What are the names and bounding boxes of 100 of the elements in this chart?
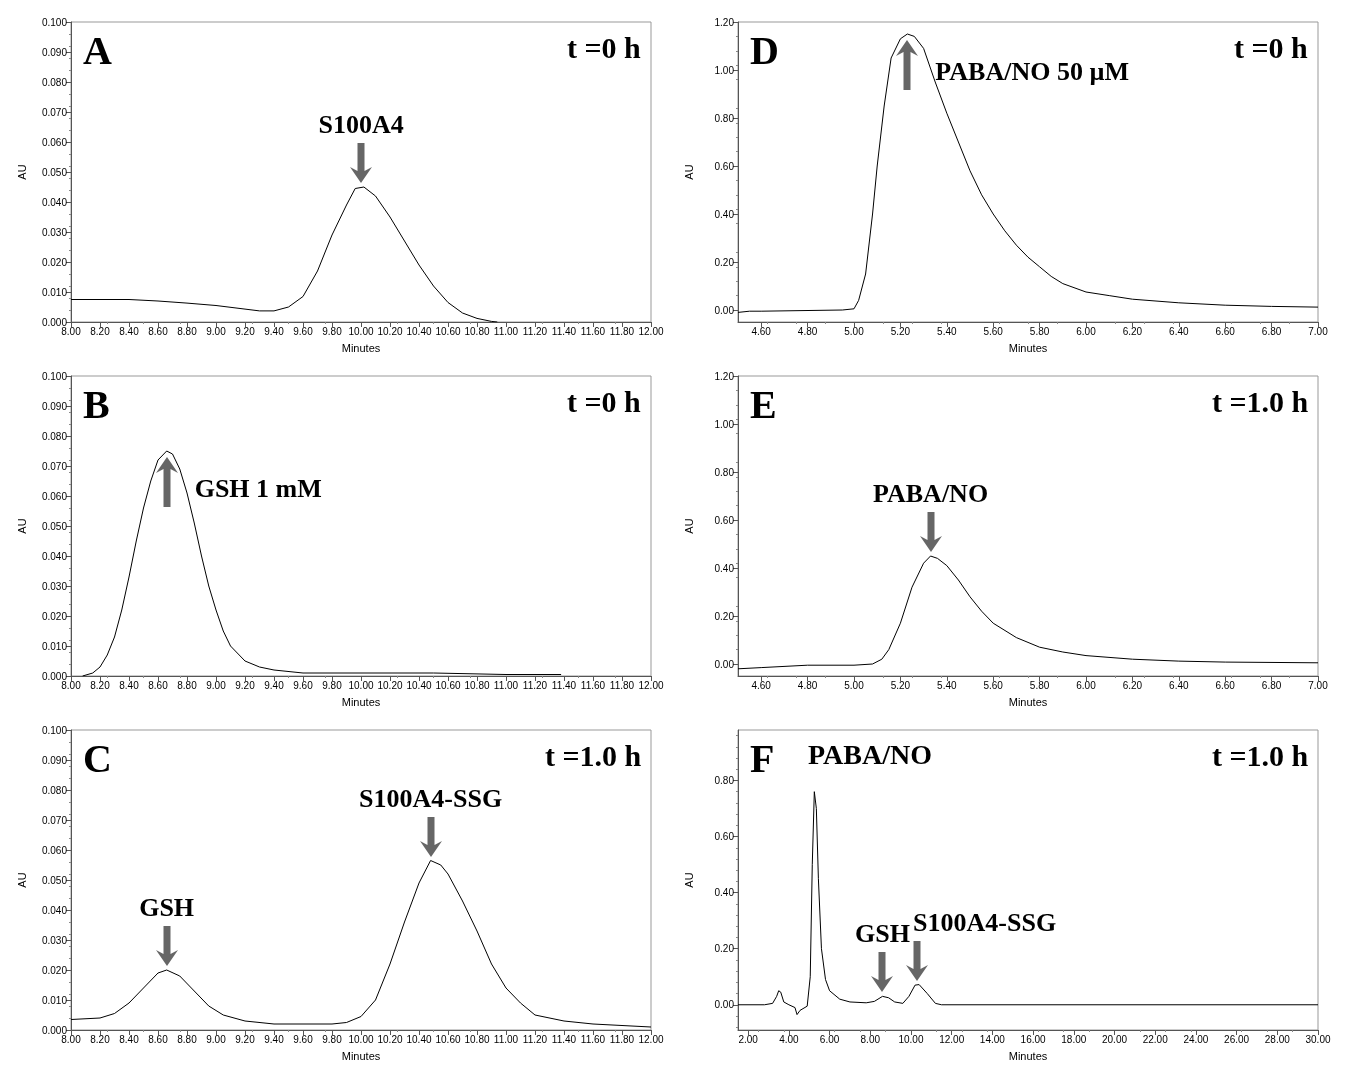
y-tick-label: 0.060 [41, 844, 68, 856]
y-tick-label: 0.000 [41, 316, 68, 328]
y-tick-label: 0.040 [41, 904, 68, 916]
y-tick-label: 0.20 [714, 943, 735, 955]
x-tick-label: 8.80 [177, 679, 198, 691]
x-tick-label: 11.00 [493, 679, 519, 691]
y-tick-label: 0.060 [41, 490, 68, 502]
x-tick-label: 9.40 [264, 679, 285, 691]
x-axis-title: Minutes [1008, 695, 1048, 708]
x-tick-label: 10.60 [435, 679, 461, 691]
annotation: A [83, 28, 112, 73]
x-tick-label: 10.80 [464, 1033, 490, 1045]
x-tick-label: 10.00 [348, 679, 374, 691]
x-tick-label: 6.40 [1169, 679, 1189, 691]
y-tick-label: 0.070 [41, 106, 68, 118]
x-tick-label: 10.20 [377, 1033, 403, 1045]
y-tick-label: 0.100 [41, 370, 68, 382]
y-tick-label: 0.030 [41, 226, 68, 238]
annotation: GSH [139, 893, 195, 922]
annotation: PABA/NO [873, 479, 989, 508]
x-tick-label: 11.80 [609, 325, 635, 337]
annotation: S100A4-SSG [359, 783, 503, 813]
x-tick-label: 11.00 [493, 1033, 519, 1045]
x-tick-label: 8.20 [90, 679, 111, 691]
x-tick-label: 2.00 [738, 1033, 759, 1045]
x-axis-title: Minutes [1008, 1049, 1048, 1062]
y-axis-title: AU [15, 164, 28, 180]
x-tick-label: 10.20 [377, 325, 403, 337]
x-axis-title: Minutes [341, 695, 381, 708]
annotation: t =1.0 h [1212, 385, 1309, 418]
x-tick-label: 10.00 [348, 1033, 374, 1045]
x-tick-label: 18.00 [1061, 1033, 1087, 1045]
y-tick-label: 0.00 [714, 658, 735, 670]
x-tick-label: 8.00 [61, 1033, 82, 1045]
x-tick-label: 11.00 [493, 325, 519, 337]
x-tick-label: 16.00 [1020, 1033, 1047, 1045]
annotation: PABA/NO [808, 739, 932, 770]
x-tick-label: 8.40 [119, 1033, 140, 1045]
y-axis-title: AU [682, 164, 695, 180]
x-tick-label: 5.20 [890, 679, 911, 691]
x-tick-label: 10.40 [406, 325, 432, 337]
y-tick-label: 0.000 [41, 670, 68, 682]
x-tick-label: 8.80 [177, 325, 198, 337]
x-tick-label: 11.20 [522, 325, 548, 337]
x-tick-label: 5.40 [937, 325, 957, 337]
y-tick-label: 0.100 [41, 724, 68, 736]
x-tick-label: 10.80 [464, 325, 490, 337]
x-tick-label: 9.00 [206, 1033, 227, 1045]
x-tick-label: 11.20 [522, 1033, 548, 1045]
x-tick-label: 10.60 [435, 1033, 461, 1045]
x-tick-label: 9.20 [235, 325, 256, 337]
x-tick-label: 12.00 [638, 325, 664, 337]
y-axis-title: AU [682, 518, 695, 534]
y-tick-label: 0.00 [714, 999, 735, 1011]
y-tick-label: 1.00 [714, 64, 735, 76]
x-axis-title: Minutes [341, 341, 381, 354]
x-tick-label: 10.80 [464, 679, 490, 691]
annotation: E [750, 382, 777, 427]
x-tick-label: 12.00 [638, 679, 664, 691]
x-tick-label: 9.20 [235, 1033, 256, 1045]
x-tick-label: 5.60 [983, 325, 1004, 337]
y-tick-label: 0.030 [41, 580, 68, 592]
annotation: C [83, 736, 112, 781]
x-tick-label: 8.60 [148, 679, 169, 691]
line-series [737, 791, 1319, 1016]
x-tick-label: 9.80 [322, 679, 343, 691]
y-tick-label: 0.080 [41, 784, 68, 796]
x-tick-label: 8.00 [61, 679, 82, 691]
y-tick-label: 0.010 [41, 640, 68, 652]
x-tick-label: 4.00 [779, 1033, 800, 1045]
x-tick-label: 8.40 [119, 325, 140, 337]
line-series [82, 450, 562, 677]
x-tick-label: 8.40 [119, 679, 140, 691]
y-tick-label: 0.80 [714, 774, 735, 786]
y-tick-label: 0.80 [714, 112, 735, 124]
x-tick-label: 11.60 [580, 325, 606, 337]
x-tick-label: 8.80 [177, 1033, 198, 1045]
x-tick-label: 8.20 [90, 1033, 111, 1045]
y-tick-label: 0.80 [714, 466, 735, 478]
x-tick-label: 28.00 [1264, 1033, 1291, 1045]
y-axis-title: AU [682, 872, 695, 888]
x-tick-label: 5.60 [983, 679, 1004, 691]
x-tick-label: 5.20 [890, 325, 911, 337]
x-tick-label: 6.00 [819, 1033, 840, 1045]
x-tick-label: 20.00 [1101, 1033, 1128, 1045]
x-axis-title: Minutes [341, 1049, 381, 1062]
y-tick-label: 0.050 [41, 520, 68, 532]
x-tick-label: 8.60 [148, 325, 169, 337]
y-tick-label: 1.20 [714, 370, 735, 382]
y-tick-label: 0.020 [41, 256, 68, 268]
y-tick-label: 0.080 [41, 76, 68, 88]
annotation: D [750, 28, 779, 73]
y-tick-label: 0.070 [41, 460, 68, 472]
x-tick-label: 9.80 [322, 325, 343, 337]
x-tick-label: 10.00 [898, 1033, 924, 1045]
y-tick-label: 0.030 [41, 934, 68, 946]
x-tick-label: 6.00 [1076, 325, 1097, 337]
y-tick-label: 0.20 [714, 256, 735, 268]
x-tick-label: 9.20 [235, 679, 256, 691]
x-tick-label: 10.40 [406, 679, 432, 691]
